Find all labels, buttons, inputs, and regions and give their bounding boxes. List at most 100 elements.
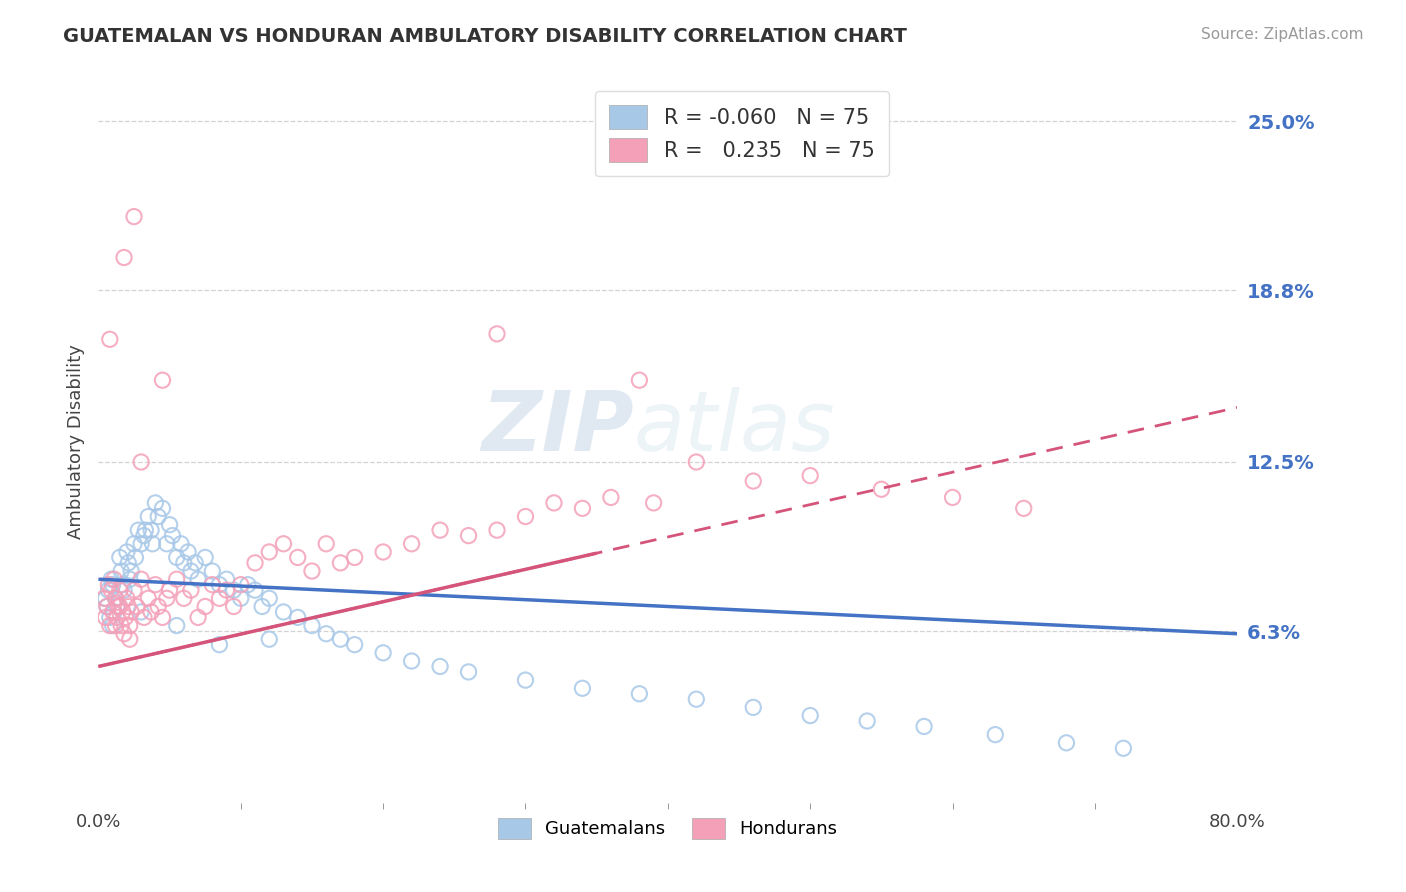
Point (117, 556, 139, 570)
Point (515, 509, 537, 524)
Point (139, 605, 162, 619)
Point (100, 583, 122, 598)
Point (301, 618, 323, 632)
Point (187, 572, 209, 586)
Point (110, 564, 132, 578)
Point (115, 545, 138, 559)
Point (287, 550, 309, 565)
Point (166, 572, 188, 586)
Point (112, 583, 135, 598)
Point (301, 564, 323, 578)
Point (201, 577, 224, 591)
Point (457, 528, 479, 542)
Point (94, 610, 117, 624)
Point (108, 550, 131, 565)
Point (124, 550, 146, 565)
Point (329, 556, 352, 570)
Point (643, 496, 665, 510)
Point (170, 537, 193, 551)
Point (401, 537, 423, 551)
Point (148, 599, 170, 614)
Point (101, 577, 124, 591)
Point (122, 210, 145, 224)
Point (173, 591, 195, 606)
Point (136, 509, 159, 524)
Point (685, 455, 707, 469)
Point (259, 545, 281, 559)
Point (1056, 736, 1078, 750)
Point (194, 550, 217, 565)
Point (93, 591, 115, 606)
Point (166, 550, 188, 565)
Point (122, 537, 145, 551)
Point (486, 326, 509, 341)
Point (104, 591, 127, 606)
Point (105, 599, 128, 614)
Point (856, 714, 879, 728)
Point (315, 537, 337, 551)
Point (215, 572, 238, 586)
Point (180, 564, 202, 578)
Point (156, 537, 179, 551)
Point (156, 591, 179, 606)
Point (401, 654, 423, 668)
Point (98, 618, 121, 632)
Point (486, 523, 509, 537)
Point (152, 501, 174, 516)
Point (104, 591, 127, 606)
Point (132, 528, 155, 542)
Point (98, 610, 121, 624)
Point (101, 618, 124, 632)
Point (103, 605, 125, 619)
Point (177, 545, 200, 559)
Point (107, 599, 129, 614)
Point (100, 572, 122, 586)
Text: atlas: atlas (634, 386, 835, 467)
Point (118, 618, 141, 632)
Point (118, 572, 141, 586)
Point (571, 501, 593, 516)
Point (166, 618, 188, 632)
Point (600, 491, 623, 505)
Point (94, 591, 117, 606)
Point (129, 605, 152, 619)
Point (129, 572, 152, 586)
Point (134, 523, 156, 537)
Point (180, 583, 202, 598)
Point (259, 632, 281, 647)
Point (742, 474, 765, 488)
Point (173, 556, 195, 570)
Point (236, 577, 259, 591)
Point (115, 591, 138, 606)
Point (208, 591, 231, 606)
Point (685, 692, 707, 706)
Point (129, 537, 152, 551)
Point (112, 251, 135, 265)
Point (127, 523, 149, 537)
Point (315, 626, 337, 640)
Point (108, 599, 131, 614)
Point (194, 599, 217, 614)
Point (429, 659, 451, 673)
Legend: Guatemalans, Hondurans: Guatemalans, Hondurans (491, 811, 845, 846)
Text: GUATEMALAN VS HONDURAN AMBULATORY DISABILITY CORRELATION CHART: GUATEMALAN VS HONDURAN AMBULATORY DISABI… (63, 27, 907, 45)
Point (543, 496, 565, 510)
Point (343, 550, 366, 565)
Point (111, 605, 134, 619)
Point (457, 665, 479, 679)
Point (571, 681, 593, 696)
Point (97, 583, 120, 598)
Point (208, 577, 231, 591)
Point (628, 373, 651, 387)
Point (117, 599, 139, 614)
Point (208, 638, 231, 652)
Point (222, 583, 245, 598)
Point (429, 523, 451, 537)
Point (98, 332, 121, 346)
Point (273, 537, 295, 551)
Point (110, 618, 132, 632)
Point (984, 728, 1007, 742)
Point (162, 528, 184, 542)
Point (243, 583, 266, 598)
Point (145, 577, 167, 591)
